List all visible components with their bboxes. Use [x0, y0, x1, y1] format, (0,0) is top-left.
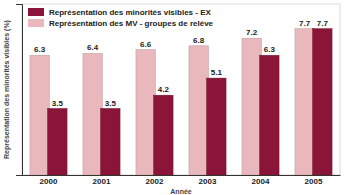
x-axis-title: Année [170, 188, 192, 195]
legend-entry: Représentation des minorités visibles - … [28, 8, 211, 17]
legend: Représentation des minorités visibles - … [28, 8, 214, 28]
bar [154, 95, 173, 175]
x-tick-label: 2002 [146, 177, 164, 186]
bar [260, 55, 279, 175]
x-tick: 2001 [93, 177, 111, 186]
data-label: 7.2 [246, 28, 258, 37]
plot: 6.3 6.4 6.6 6.8 7.2 7.7 3.5 3.5 4.2 5.1 6.3 7.7 2000… [16, 4, 341, 186]
data-label: 3.5 [105, 99, 117, 108]
bar [48, 109, 67, 176]
x-tick-label: 2003 [199, 177, 217, 186]
bar [136, 50, 155, 175]
bar [101, 109, 120, 176]
data-labels: 6.3 6.4 6.6 6.8 7.2 7.7 3.5 3.5 4.2 5.1 6.3 7.7 [34, 19, 328, 108]
data-label: 7.7 [317, 19, 329, 28]
data-label: 3.5 [52, 99, 64, 108]
data-label: 5.1 [211, 68, 223, 77]
chart: 6.3 6.4 6.6 6.8 7.2 7.7 3.5 3.5 4.2 5.1 6.3 7.7 2000… [0, 0, 346, 195]
x-tick-label: 2001 [93, 177, 111, 186]
bar [295, 29, 314, 175]
bars [30, 29, 332, 175]
legend-swatch [28, 19, 44, 27]
x-tick-label: 2005 [305, 177, 323, 186]
x-tick-label: 2000 [40, 177, 58, 186]
data-label: 6.8 [193, 36, 205, 45]
data-label: 6.4 [87, 43, 99, 52]
x-tick: 2000 [40, 177, 58, 186]
plot-frame [22, 4, 340, 175]
x-tick: 2003 [199, 177, 217, 186]
bar [313, 29, 332, 175]
x-tick: 2002 [146, 177, 164, 186]
data-label: 7.7 [299, 19, 311, 28]
x-tick: 2005 [305, 177, 323, 186]
y-axis-line [16, 5, 23, 176]
bar [189, 46, 208, 175]
data-label: 6.6 [140, 40, 152, 49]
data-label: 6.3 [34, 45, 46, 54]
y-axis [16, 5, 23, 176]
bar [83, 53, 102, 175]
data-label: 6.3 [264, 45, 276, 54]
data-label: 4.2 [158, 85, 170, 94]
legend-entry: Représentation des MV - groupes de relèv… [28, 19, 214, 28]
x-axis-line [23, 175, 341, 176]
bar [207, 78, 226, 175]
legend-label: Représentation des MV - groupes de relèv… [49, 19, 214, 28]
y-axis-title: Représentation des minorités visibles (%… [3, 20, 11, 159]
legend-swatch [28, 8, 44, 16]
x-axis: 2000 2001 2002 2003 2004 2005 [23, 176, 341, 186]
x-tick: 2004 [252, 177, 270, 186]
x-tick-label: 2004 [252, 177, 270, 186]
bar [30, 55, 49, 175]
bar [242, 38, 261, 175]
legend-label: Représentation des minorités visibles - … [49, 8, 211, 17]
